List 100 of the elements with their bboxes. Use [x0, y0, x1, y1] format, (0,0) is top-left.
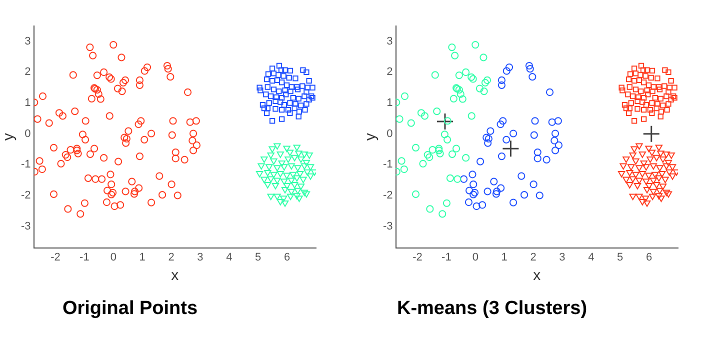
point [652, 172, 659, 178]
point [664, 160, 672, 166]
x-tick-label: 2 [530, 251, 536, 264]
point [435, 146, 443, 154]
point [534, 148, 542, 156]
point [400, 165, 408, 174]
y-tick-label: -1 [21, 158, 31, 171]
point [455, 71, 463, 80]
point [666, 169, 673, 176]
point [302, 160, 310, 166]
point [274, 143, 281, 150]
point [548, 118, 556, 126]
point [480, 54, 488, 62]
point [478, 201, 486, 209]
point [283, 182, 291, 190]
y-tick-label: 0 [24, 128, 31, 140]
point [502, 136, 510, 144]
point [510, 198, 518, 206]
point [264, 182, 272, 188]
point [274, 194, 281, 200]
point [286, 194, 294, 200]
point [484, 134, 492, 143]
x-tick-label: 6 [646, 251, 652, 264]
point [643, 186, 651, 194]
point [642, 178, 650, 186]
point [267, 152, 274, 159]
point [300, 190, 308, 196]
point [448, 43, 456, 52]
point [659, 184, 667, 190]
point [460, 175, 468, 183]
point [428, 146, 436, 154]
point [510, 130, 518, 138]
point [290, 172, 297, 178]
y-tick-label: -3 [21, 220, 31, 232]
point [526, 65, 534, 73]
point [293, 193, 301, 200]
point [288, 163, 296, 170]
point [466, 186, 474, 194]
point [265, 164, 273, 171]
point [456, 90, 464, 98]
point [306, 152, 313, 159]
point [419, 160, 427, 168]
point [657, 150, 664, 158]
y-tick-label: 1 [24, 97, 31, 110]
point [620, 163, 627, 170]
point [646, 156, 654, 163]
point [655, 175, 663, 182]
x-tick-label: 5 [617, 251, 624, 264]
point [293, 144, 301, 152]
point [496, 120, 504, 128]
point [480, 88, 488, 96]
point [498, 81, 506, 89]
point [469, 75, 477, 83]
x-axis-title: x [533, 267, 542, 284]
point [274, 165, 281, 172]
x-tick-label: -2 [412, 251, 422, 264]
point [551, 146, 560, 154]
point [482, 134, 490, 142]
x-tick-label: 1 [501, 251, 508, 264]
point [470, 190, 478, 198]
point [655, 144, 663, 152]
point [433, 108, 441, 116]
point [645, 182, 653, 190]
point [472, 40, 480, 49]
point [638, 170, 646, 178]
y-axis-title: y [0, 132, 18, 141]
point [286, 150, 294, 156]
point [642, 125, 660, 143]
point [645, 146, 652, 152]
point [498, 152, 506, 160]
point [468, 170, 476, 178]
point [458, 95, 466, 103]
point [632, 172, 640, 178]
point [306, 164, 314, 171]
point [484, 188, 492, 196]
point [636, 194, 643, 200]
point [652, 182, 660, 188]
x-tick-label: 6 [284, 251, 290, 264]
point [431, 71, 439, 79]
point [642, 164, 650, 171]
point [656, 188, 664, 194]
y-axis-title: y [362, 132, 380, 141]
point [550, 136, 558, 144]
point [462, 154, 470, 162]
point [455, 86, 463, 94]
point [268, 146, 276, 153]
point [664, 191, 672, 198]
text: Original Points [61, 298, 199, 320]
point [626, 182, 634, 188]
point [258, 163, 265, 170]
point [662, 176, 669, 184]
point [290, 182, 298, 188]
point [525, 62, 534, 70]
y-tick-label: 1 [386, 97, 393, 110]
point [424, 150, 432, 159]
point [536, 192, 544, 200]
point [306, 173, 314, 180]
point [638, 198, 646, 206]
point [280, 164, 288, 171]
y-tick-label: 2 [386, 66, 393, 78]
